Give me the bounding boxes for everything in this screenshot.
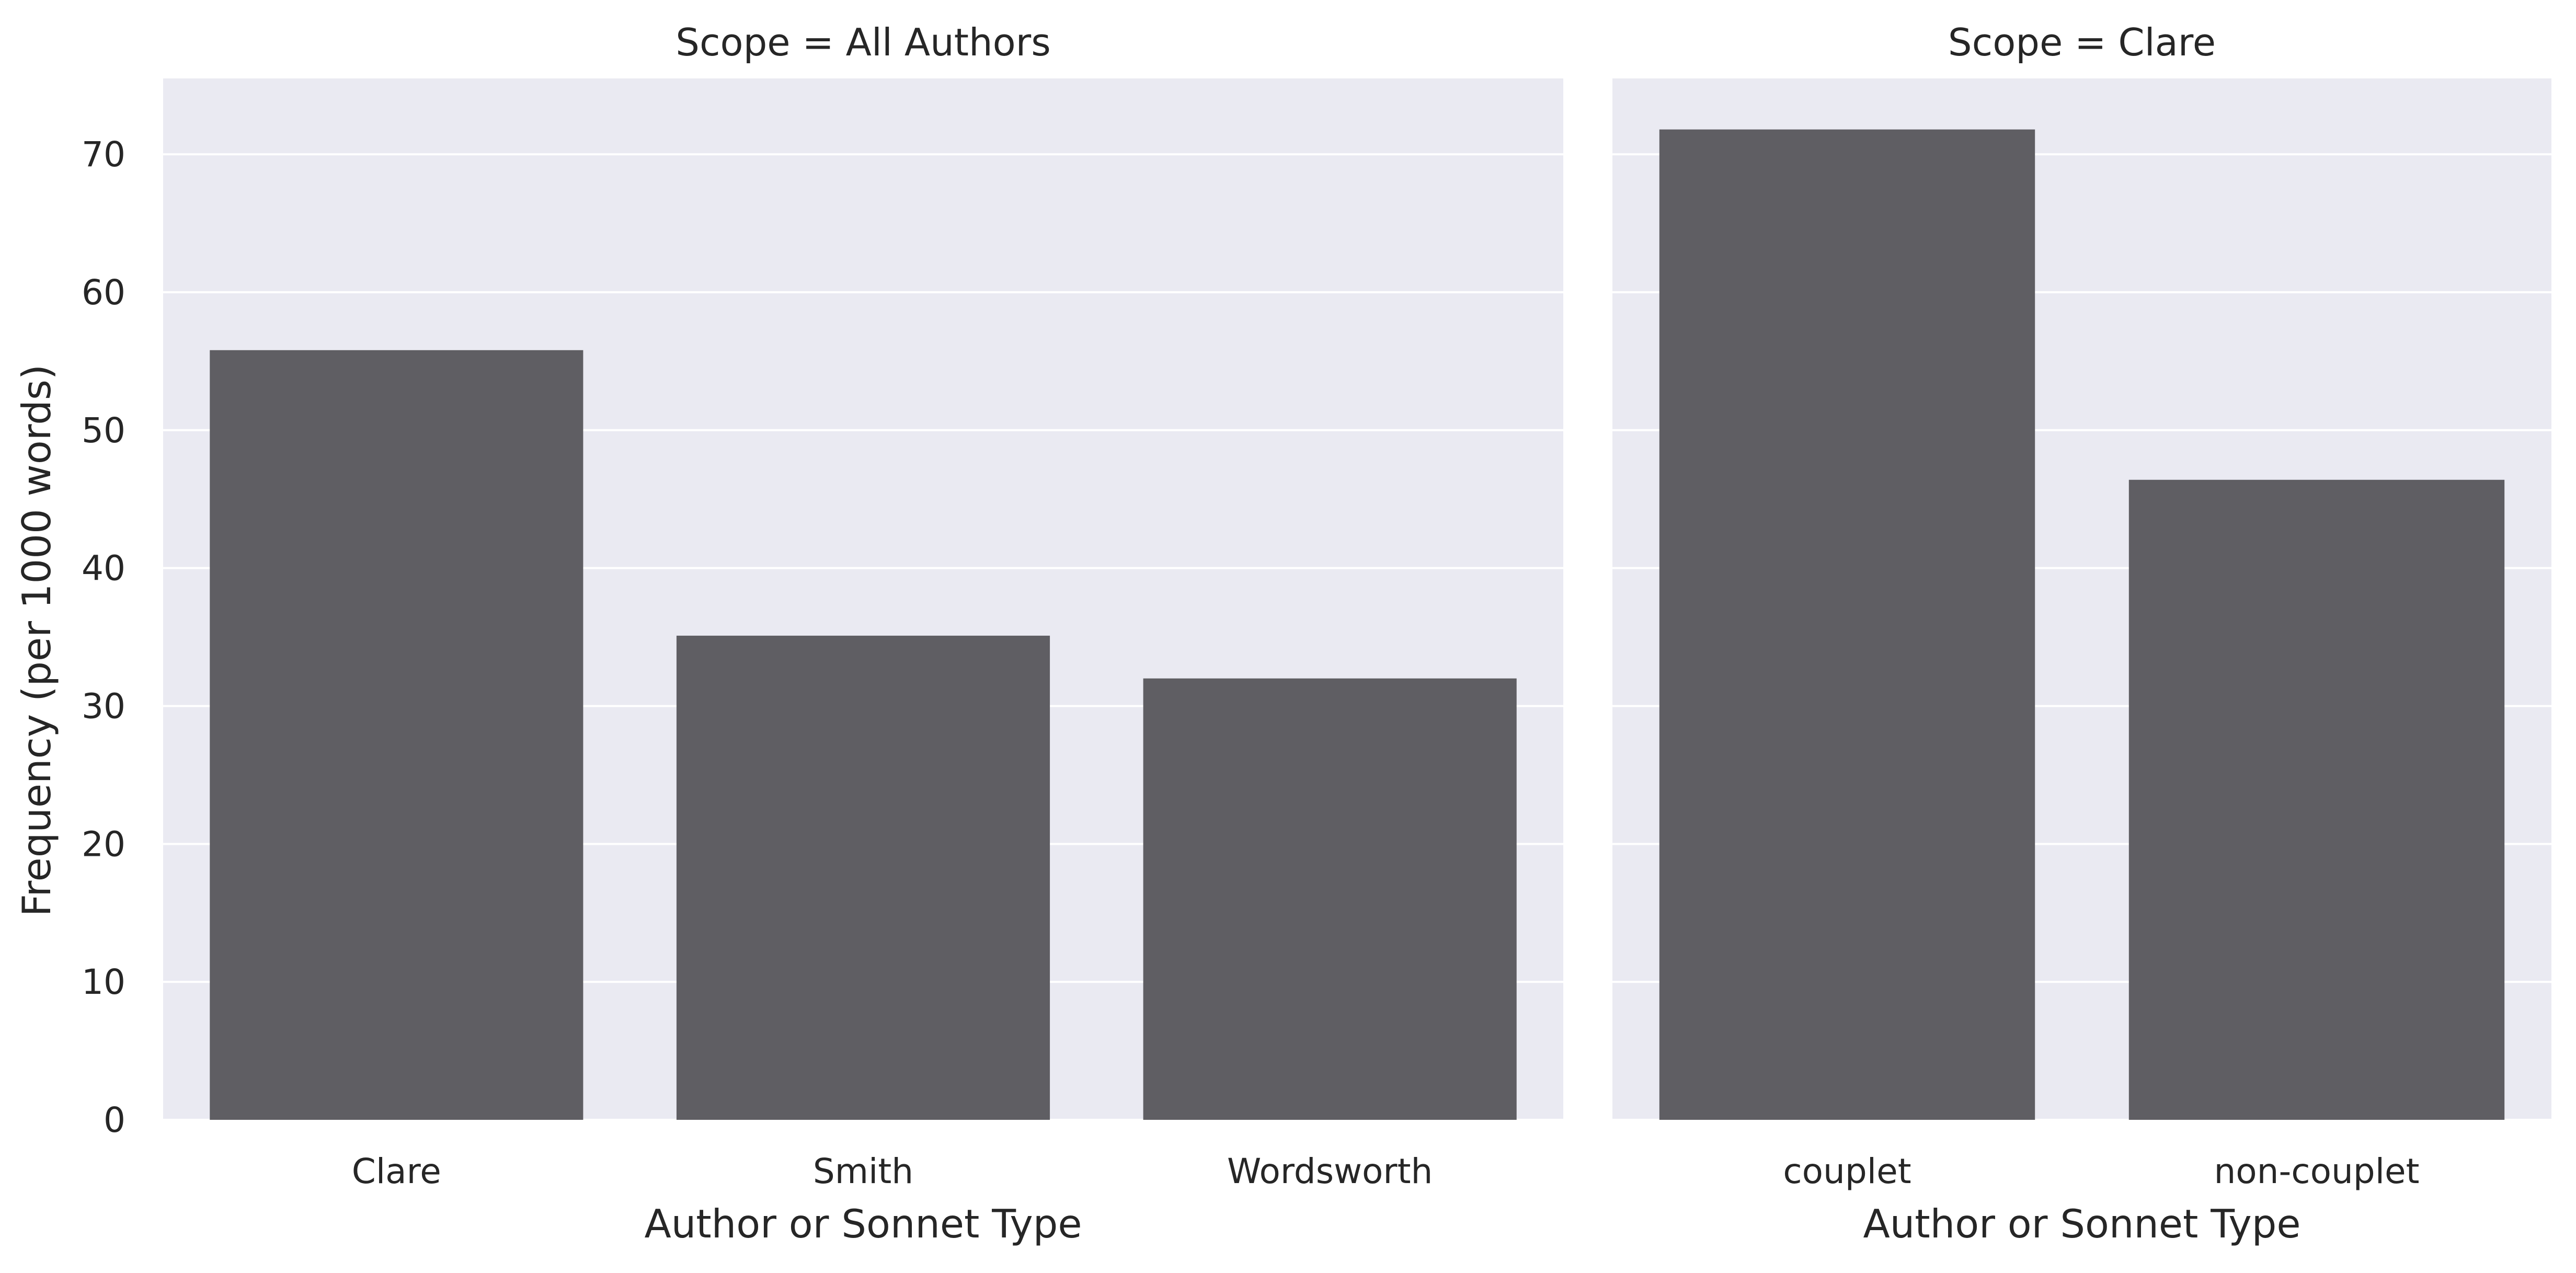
bar-non-couplet bbox=[2128, 479, 2505, 1120]
x-tick-label-couplet: couplet bbox=[1783, 1151, 1911, 1191]
y-tick-label-20: 20 bbox=[82, 824, 125, 864]
bar-wordsworth bbox=[1143, 678, 1517, 1120]
facet-title: Scope = All Authors bbox=[676, 20, 1051, 64]
x-tick-label-smith: Smith bbox=[813, 1151, 913, 1191]
facet-title: Scope = Clare bbox=[1948, 20, 2216, 64]
y-tick-label-0: 0 bbox=[104, 1100, 125, 1140]
y-tick-label-40: 40 bbox=[82, 548, 125, 589]
y-tick-label-60: 60 bbox=[82, 272, 125, 313]
x-axis-label: Author or Sonnet Type bbox=[1863, 1201, 2300, 1247]
y-tick-label-30: 30 bbox=[82, 686, 125, 726]
bar-couplet bbox=[1659, 129, 2035, 1120]
facet-panel-clare: couplet non-couplet Scope = Clare Author or… bbox=[1612, 20, 2551, 1247]
y-axis-label: Frequency (per 1000 words) bbox=[14, 364, 60, 916]
y-tick-label-10: 10 bbox=[82, 962, 125, 1002]
bar-smith bbox=[676, 635, 1050, 1120]
x-tick-label-non-couplet: non-couplet bbox=[2214, 1151, 2419, 1191]
x-tick-label-clare: Clare bbox=[352, 1151, 441, 1191]
x-tick-label-wordsworth: Wordsworth bbox=[1227, 1151, 1433, 1191]
y-tick-label-70: 70 bbox=[82, 134, 125, 175]
x-axis-label: Author or Sonnet Type bbox=[644, 1201, 1082, 1247]
y-tick-label-50: 50 bbox=[82, 410, 125, 451]
bar-clare bbox=[210, 350, 583, 1120]
facet-panel-all-authors: Clare Smith Wordsworth 0 10 20 30 40 50 60 70 Scope… bbox=[82, 20, 1563, 1247]
